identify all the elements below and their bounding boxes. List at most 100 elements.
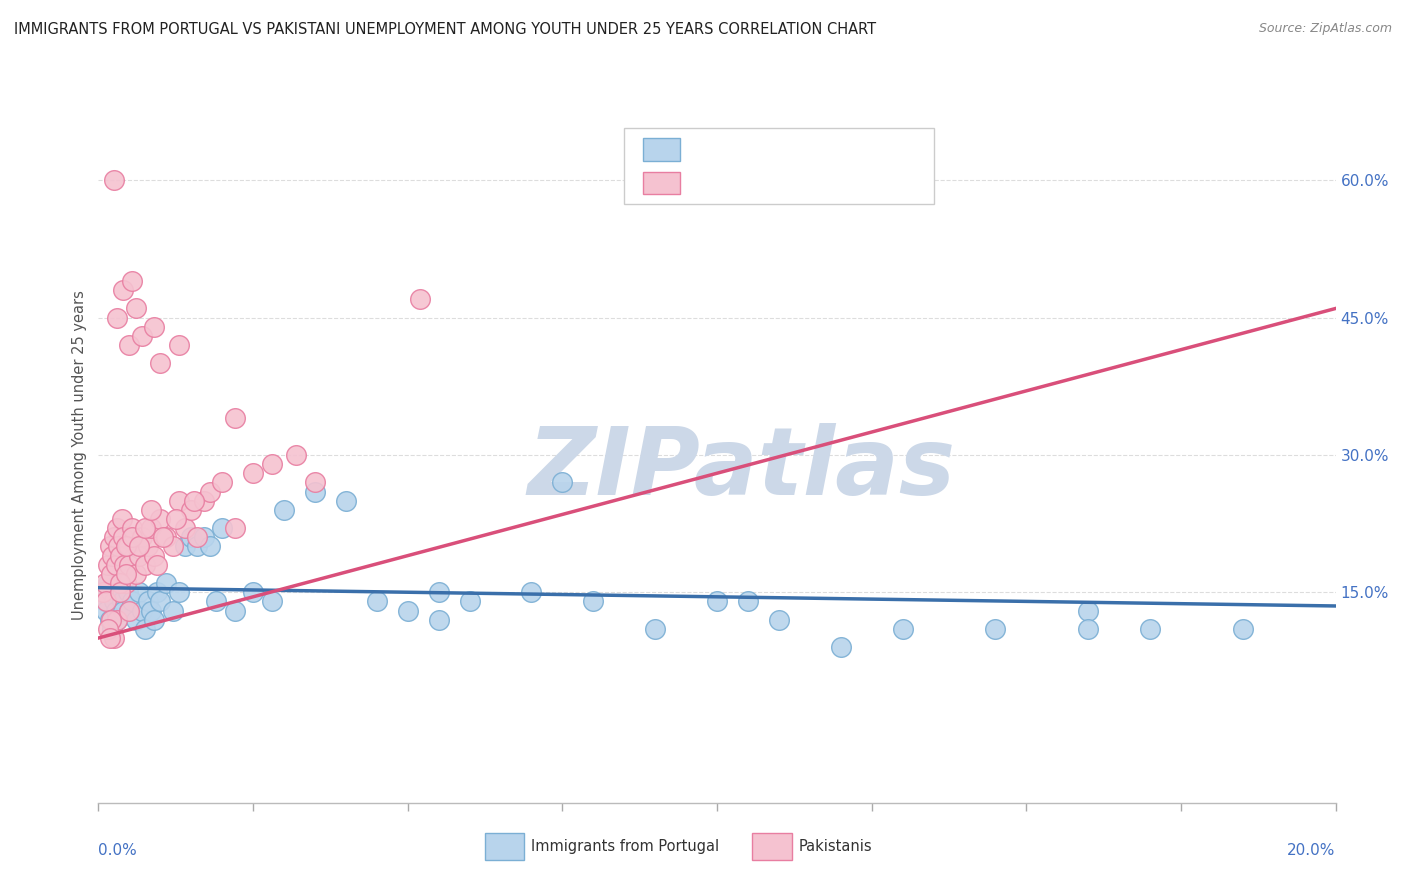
Point [117, 540, 139, 554]
Point [260, 457, 283, 471]
Text: Pakistanis: Pakistanis [799, 839, 872, 854]
Point [366, 594, 388, 608]
FancyBboxPatch shape [643, 138, 681, 161]
Point [128, 540, 150, 554]
Point [105, 613, 128, 627]
Point [737, 594, 759, 608]
Point [1139, 622, 1161, 636]
Point [111, 512, 134, 526]
Point [984, 622, 1007, 636]
Text: Source: ZipAtlas.com: Source: ZipAtlas.com [1258, 22, 1392, 36]
Point [211, 475, 233, 490]
Point [105, 521, 128, 535]
Point [427, 585, 450, 599]
Point [121, 594, 143, 608]
Point [304, 475, 326, 490]
Point [139, 603, 162, 617]
Point [1232, 622, 1254, 636]
Point [115, 576, 138, 591]
Point [112, 530, 135, 544]
Point [167, 338, 190, 352]
Point [167, 585, 190, 599]
Point [97, 558, 120, 572]
Point [134, 558, 156, 572]
Point [551, 475, 574, 490]
Point [118, 338, 141, 352]
Point [335, 493, 357, 508]
Point [121, 521, 143, 535]
Point [124, 613, 146, 627]
Point [830, 640, 852, 655]
Point [706, 594, 728, 608]
Point [134, 521, 156, 535]
Point [155, 530, 177, 544]
Point [124, 301, 146, 316]
Point [180, 530, 202, 544]
Point [93, 576, 115, 591]
Point [143, 613, 166, 627]
Point [97, 576, 120, 591]
Point [152, 530, 174, 544]
Point [98, 631, 121, 645]
Point [121, 530, 143, 544]
Point [94, 603, 117, 617]
Point [139, 503, 162, 517]
Point [224, 411, 246, 425]
Point [107, 576, 129, 591]
Point [117, 585, 139, 599]
Point [174, 521, 197, 535]
Point [100, 613, 122, 627]
Point [396, 603, 419, 617]
Point [118, 603, 141, 617]
Point [108, 585, 131, 599]
Point [136, 594, 159, 608]
Point [162, 603, 184, 617]
Point [186, 540, 208, 554]
Point [134, 622, 156, 636]
Point [94, 594, 117, 608]
Point [100, 585, 122, 599]
Point [107, 540, 129, 554]
Point [186, 530, 208, 544]
Point [93, 585, 115, 599]
Point [427, 613, 450, 627]
Point [115, 540, 138, 554]
Point [93, 585, 115, 599]
Point [409, 293, 432, 307]
Point [118, 603, 141, 617]
Point [285, 448, 308, 462]
Point [103, 631, 125, 645]
Point [242, 585, 264, 599]
Y-axis label: Unemployment Among Youth under 25 years: Unemployment Among Youth under 25 years [72, 290, 87, 620]
Point [136, 540, 159, 554]
Point [1077, 603, 1099, 617]
Text: R = -0.049  N = 63: R = -0.049 N = 63 [690, 142, 848, 157]
Point [103, 530, 125, 544]
Text: ZIPatlas: ZIPatlas [527, 423, 956, 515]
Point [100, 566, 122, 581]
Point [103, 173, 125, 187]
Point [205, 594, 228, 608]
Point [224, 603, 246, 617]
Point [112, 558, 135, 572]
Point [112, 283, 135, 297]
Point [891, 622, 914, 636]
Point [211, 521, 233, 535]
Point [180, 503, 202, 517]
Point [139, 521, 162, 535]
Point [167, 493, 190, 508]
Point [149, 594, 172, 608]
Point [146, 585, 169, 599]
Point [458, 594, 481, 608]
Point [520, 585, 543, 599]
Point [224, 521, 246, 535]
Point [198, 540, 221, 554]
Point [97, 622, 120, 636]
FancyBboxPatch shape [624, 128, 934, 204]
Point [103, 594, 125, 608]
Point [273, 503, 295, 517]
Point [242, 467, 264, 481]
Point [149, 356, 172, 370]
Point [128, 585, 150, 599]
Point [105, 310, 128, 325]
